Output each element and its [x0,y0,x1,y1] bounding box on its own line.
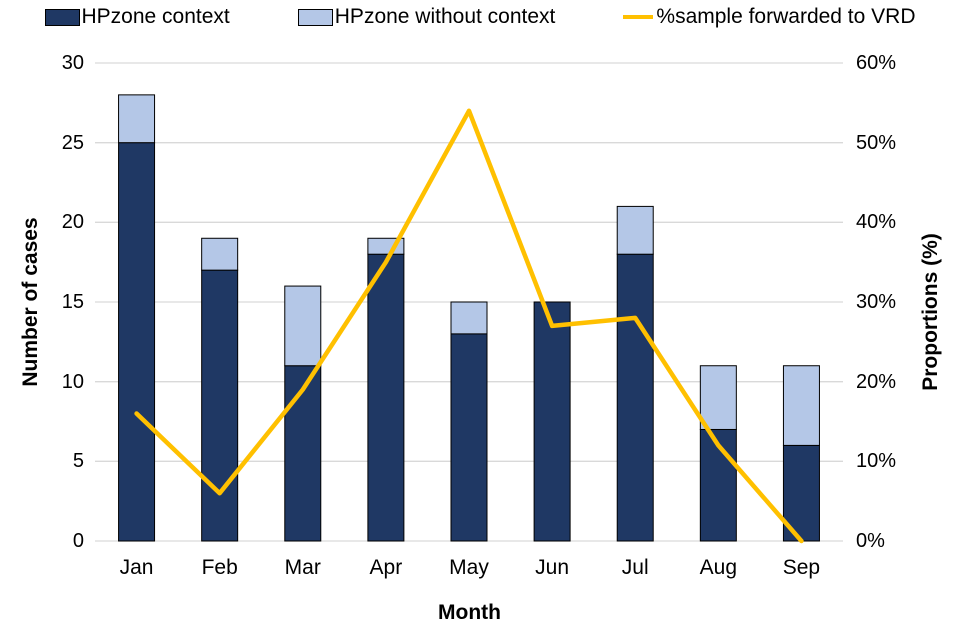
x-axis-tick-label: Mar [284,556,321,579]
x-axis-tick-label: May [449,556,489,579]
legend-label: HPzone without context [334,5,556,28]
x-axis-tick-label: Jul [621,556,649,579]
x-axis-tick-label: Aug [699,556,738,579]
bar-segment-jul [616,253,654,542]
left-axis-tick-label: 30 [61,52,84,74]
x-axis-tick-label: Jun [535,556,570,579]
right-axis-tick-label: 20% [856,370,897,393]
left-axis-tick-label: 25 [61,131,84,154]
right-axis-tick-label: 0% [856,530,885,552]
line-swatch-icon [623,15,654,19]
right-axis-tick-label: 30% [856,291,897,313]
x-axis-tick-label: Apr [369,556,403,579]
legend-item-hpzone-without-context: HPzone without context [297,5,556,29]
legend-label: HPzone context [81,5,230,28]
chart-legend: HPzone context HPzone without context %s… [0,5,960,29]
light-bar-swatch-icon [297,8,333,26]
bar-segment-feb [201,237,239,271]
bar-segment-mar [284,285,322,367]
x-axis-tick-label: Feb [201,556,238,579]
bar-segment-mar [284,365,322,542]
bar-segment-may [450,333,488,542]
left-axis-tick-label: 20 [61,211,84,234]
legend-item-hpzone-context: HPzone context [44,5,230,29]
left-axis-tick-label: 5 [72,450,84,473]
left-axis-tick-label: 15 [61,291,84,313]
legend-item-sample-forwarded: %sample forwarded to VRD [623,5,916,29]
bar-segment-jul [616,205,654,255]
x-axis-title: Month [438,601,501,624]
left-axis-tick-label: 10 [61,370,84,393]
bar-segment-may [450,301,488,335]
bar-segment-jan [118,142,156,542]
bar-segment-apr [367,253,405,542]
right-axis-tick-label: 60% [856,52,897,74]
right-axis-tick-label: 40% [856,211,897,234]
bar-segment-jun [533,301,571,542]
dark-bar-swatch-icon [44,8,80,26]
bar-segment-feb [201,269,239,542]
x-axis-tick-label: Jan [119,556,154,579]
line-series-sample-forwarded [134,108,804,544]
right-axis-tick-label: 10% [856,450,897,473]
bar-segment-jan [118,94,156,144]
bar-segment-sep [782,365,820,446]
right-axis-tick-label: 50% [856,131,897,154]
x-axis-tick-label: Sep [782,556,821,579]
legend-label: %sample forwarded to VRD [656,5,916,28]
bar-segment-aug [699,365,737,430]
left-axis-tick-label: 0 [72,530,84,552]
